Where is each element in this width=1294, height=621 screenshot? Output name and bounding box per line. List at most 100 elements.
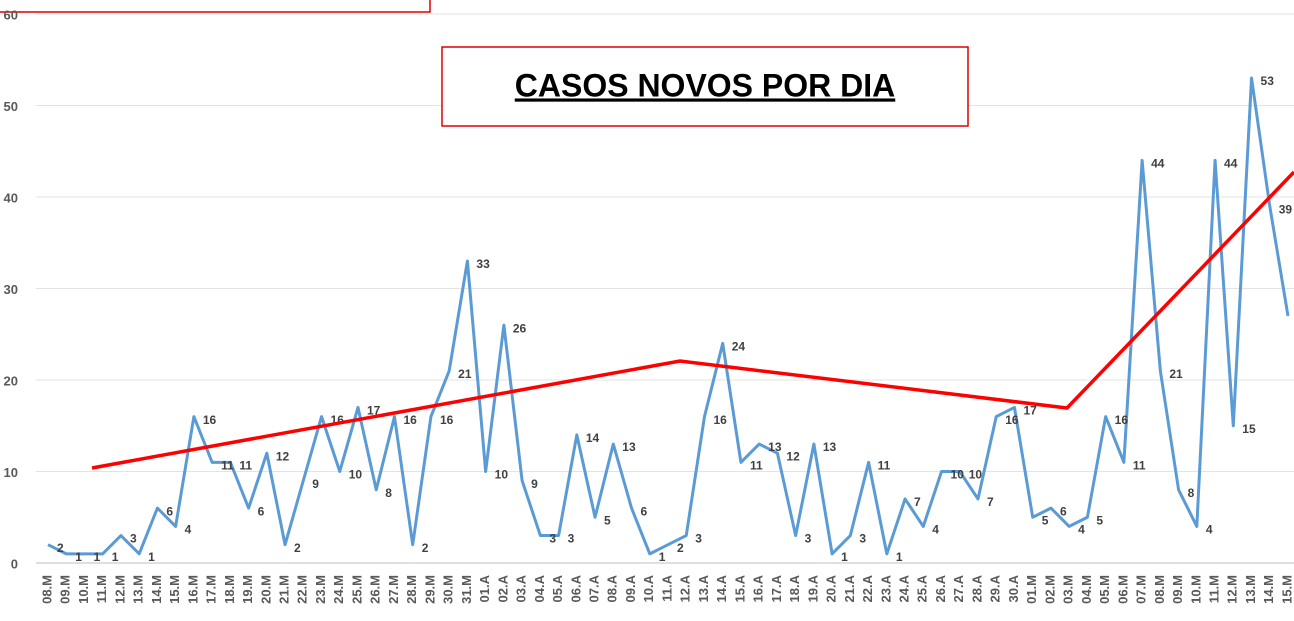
data-label: 3: [805, 532, 812, 546]
data-label: 5: [604, 513, 611, 527]
x-tick-label: 09.M: [58, 575, 73, 604]
data-label: 21: [458, 367, 472, 381]
data-label: 8: [1188, 486, 1195, 500]
x-tick-label: 11.A: [659, 574, 674, 601]
x-tick-label: 03.M: [1061, 575, 1076, 604]
data-label: 24: [732, 340, 746, 354]
x-tick-label: 20.M: [258, 575, 273, 604]
x-tick-label: 18.A: [787, 574, 802, 602]
x-tick-label: 26.M: [368, 575, 383, 604]
x-tick-label: 12.M: [1225, 575, 1240, 604]
data-label: 14: [586, 431, 600, 445]
data-label: 1: [659, 550, 666, 564]
x-tick-label: 01.M: [1024, 575, 1039, 604]
data-label: 11: [878, 459, 891, 473]
data-label: 11: [239, 459, 252, 473]
data-label: 5: [1042, 513, 1049, 527]
data-label: 11: [1133, 459, 1146, 473]
x-tick-label: 24.M: [331, 575, 346, 604]
data-label: 16: [440, 413, 454, 427]
chart-title: CASOS NOVOS POR DIA: [515, 67, 896, 103]
trend-line: [91, 170, 1294, 470]
x-tick-label: 28.M: [404, 575, 419, 604]
data-label: 12: [276, 449, 290, 463]
data-label: 3: [859, 532, 866, 546]
x-tick-label: 29.M: [422, 575, 437, 604]
y-tick-label: 40: [4, 190, 18, 205]
x-tick-label: 27.M: [386, 575, 401, 604]
x-tick-label: 09.A: [623, 574, 638, 602]
x-tick-label: 11.M: [94, 575, 109, 603]
data-label: 6: [258, 504, 265, 518]
data-label: 1: [93, 550, 100, 564]
data-label: 8: [385, 486, 392, 500]
x-tick-label: 28.A: [969, 574, 984, 602]
data-label: 10: [951, 468, 965, 482]
data-label: 4: [932, 523, 939, 537]
data-label: 13: [622, 440, 636, 454]
x-tick-label: 30.A: [1006, 574, 1021, 602]
x-tick-label: 14.M: [1261, 575, 1276, 604]
data-label: 10: [495, 468, 509, 482]
data-label: 17: [1023, 404, 1037, 418]
x-tick-label: 10.A: [641, 574, 656, 602]
data-label: 9: [312, 477, 319, 491]
y-tick-label: 60: [4, 7, 18, 22]
x-tick-label: 14.M: [149, 575, 164, 604]
x-tick-label: 17.M: [204, 575, 219, 604]
x-tick-label: 19.A: [805, 574, 820, 602]
data-label: 4: [1206, 523, 1213, 537]
y-tick-label: 20: [4, 373, 18, 388]
data-label: 6: [166, 504, 173, 518]
x-tick-label: 10.M: [1188, 575, 1203, 604]
y-tick-label: 10: [4, 465, 18, 480]
data-label: 6: [1060, 504, 1067, 518]
y-tick-label: 50: [4, 99, 18, 114]
data-label: 13: [768, 440, 782, 454]
x-tick-label: 21.M: [276, 575, 291, 604]
x-tick-label: 15.M: [1279, 575, 1294, 604]
x-tick-label: 17.A: [769, 574, 784, 602]
data-label: 16: [1005, 413, 1019, 427]
x-tick-label: 30.M: [441, 575, 456, 604]
data-label: 53: [1261, 74, 1275, 88]
x-tick-label: 15.M: [167, 575, 182, 604]
data-label: 44: [1224, 157, 1238, 171]
data-label: 44: [1151, 157, 1165, 171]
data-label: 6: [641, 504, 648, 518]
x-tick-label: 23.A: [878, 574, 893, 602]
data-label: 4: [185, 523, 192, 537]
x-tick-label: 07.M: [1134, 575, 1149, 604]
x-tick-label: 26.A: [933, 574, 948, 602]
x-tick-label: 08.M: [39, 575, 54, 604]
annotation-box: [0, 0, 431, 13]
x-tick-label: 11.M: [1206, 575, 1221, 603]
x-tick-label: 08.M: [1152, 575, 1167, 604]
data-label: 5: [1096, 513, 1103, 527]
data-label: 2: [294, 541, 301, 555]
data-label: 3: [695, 532, 702, 546]
data-label: 1: [112, 550, 119, 564]
data-label: 39: [1279, 202, 1293, 216]
data-label: 3: [549, 532, 556, 546]
line-series: [47, 76, 1290, 556]
x-tick-label: 19.M: [240, 575, 255, 604]
data-label: 4: [1078, 523, 1085, 537]
data-label: 13: [823, 440, 837, 454]
data-label: 17: [367, 404, 381, 418]
y-tick-label: 30: [4, 282, 18, 297]
data-label: 3: [130, 532, 137, 546]
data-label: 1: [841, 550, 848, 564]
y-tick-label: 0: [11, 556, 18, 571]
x-tick-label: 25.M: [349, 575, 364, 604]
x-tick-label: 12.M: [112, 575, 127, 604]
data-label: 16: [203, 413, 217, 427]
x-tick-label: 04.A: [532, 574, 547, 602]
data-label: 11: [750, 459, 763, 473]
x-tick-label: 05.M: [1097, 575, 1112, 604]
data-label: 11: [221, 459, 234, 473]
x-tick-label: 02.M: [1042, 575, 1057, 604]
x-tick-label: 06.M: [1115, 575, 1130, 604]
